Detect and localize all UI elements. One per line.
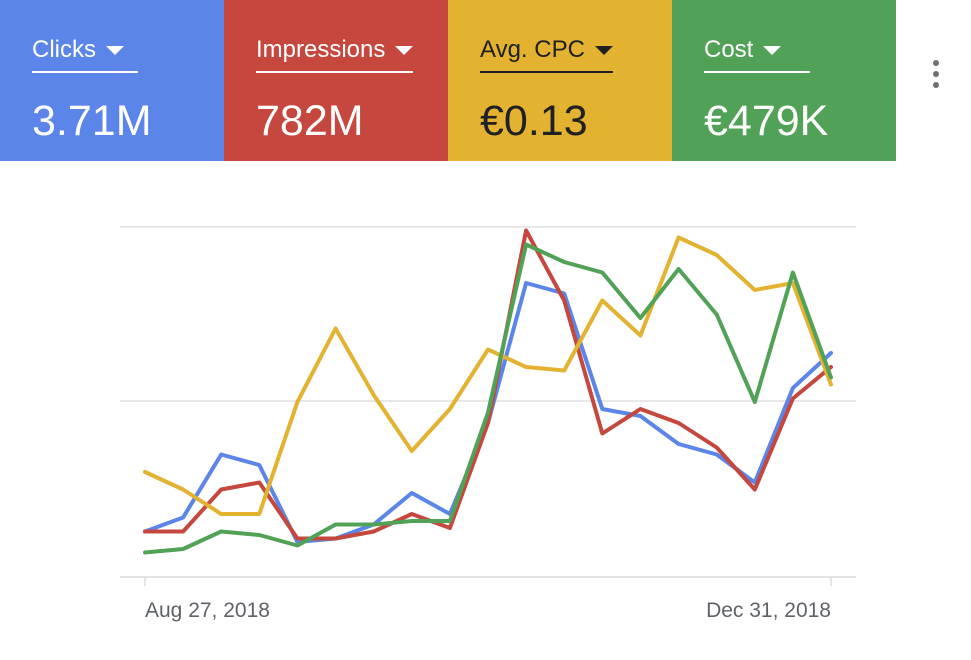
metric-cards: Clicks 3.71M Impressions 782M Avg. CPC €…	[0, 0, 896, 161]
more-vert-icon[interactable]	[922, 55, 950, 93]
metric-value: €479K	[704, 97, 829, 145]
caret-down-icon[interactable]	[763, 45, 782, 55]
series-line-avg-cpc	[143, 235, 833, 516]
metric-card-impressions[interactable]: Impressions 782M	[224, 0, 448, 161]
metric-card-avg-cpc[interactable]: Avg. CPC €0.13	[448, 0, 672, 161]
x-tick-label-start: Aug 27, 2018	[145, 599, 270, 622]
series-line-impressions	[143, 228, 833, 541]
metric-value: 3.71M	[32, 97, 152, 145]
series-layer	[143, 228, 833, 555]
metric-label: Clicks	[32, 36, 96, 63]
metric-label: Impressions	[256, 36, 386, 63]
metric-value: 782M	[256, 97, 364, 145]
series-line-cost	[143, 242, 833, 555]
metric-card-cost[interactable]: Cost €479K	[672, 0, 896, 161]
x-tick-label-end: Dec 31, 2018	[706, 599, 831, 622]
caret-down-icon[interactable]	[594, 45, 613, 55]
metric-selector[interactable]: Impressions	[256, 36, 414, 73]
metric-selector[interactable]: Clicks	[32, 36, 138, 73]
caret-down-icon[interactable]	[106, 45, 124, 55]
line-chart: Aug 27, 2018 Dec 31, 2018	[120, 226, 856, 622]
performance-chart: Aug 27, 2018 Dec 31, 2018	[0, 161, 971, 655]
metric-selector[interactable]: Cost	[704, 36, 810, 73]
caret-down-icon[interactable]	[395, 45, 414, 55]
dot	[933, 71, 939, 77]
dot	[933, 82, 939, 88]
metric-selector[interactable]: Avg. CPC	[480, 36, 613, 73]
dot	[933, 60, 939, 66]
metric-label: Avg. CPC	[480, 36, 585, 63]
metric-card-clicks[interactable]: Clicks 3.71M	[0, 0, 224, 161]
metric-value: €0.13	[480, 97, 588, 145]
metric-label: Cost	[704, 36, 754, 63]
